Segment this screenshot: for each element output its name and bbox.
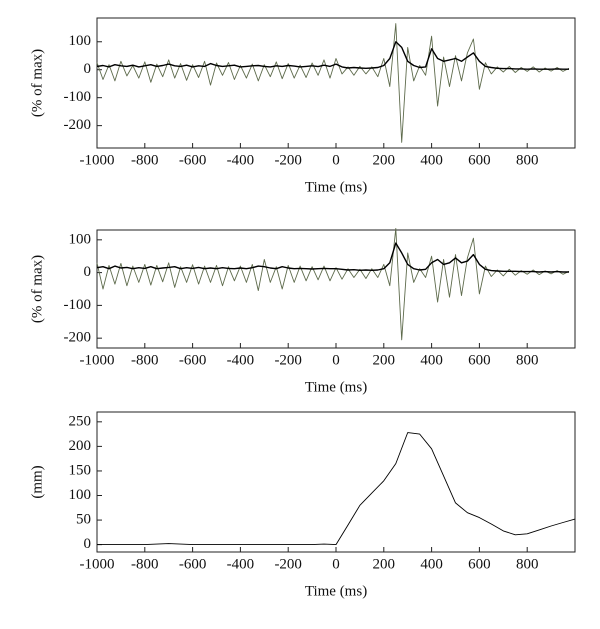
y-axis-label: (% of max): [29, 49, 45, 117]
y-tick-label: 250: [69, 413, 92, 429]
x-tick-label: -400: [227, 556, 255, 572]
x-tick-label: -400: [227, 152, 255, 168]
x-tick-label: 600: [468, 352, 491, 368]
y-tick-label: 150: [69, 462, 92, 478]
line-series: [96, 242, 569, 273]
x-tick-label: -600: [179, 352, 207, 368]
y-tick-label: -100: [64, 297, 92, 313]
x-tick-label: 800: [516, 556, 539, 572]
x-tick-label: 200: [373, 556, 396, 572]
x-axis-label: Time (ms): [305, 179, 367, 195]
x-tick-label: 200: [373, 352, 396, 368]
x-tick-label: -800: [131, 556, 159, 572]
plot-frame: [96, 17, 576, 149]
x-tick-label: -1000: [80, 556, 115, 572]
x-tick-label: -200: [274, 556, 302, 572]
y-tick-label: -200: [64, 117, 92, 133]
x-axis-label: Time (ms): [305, 379, 367, 395]
x-tick-label: 400: [420, 352, 443, 368]
x-tick-label: 400: [420, 556, 443, 572]
y-tick-label: 0: [84, 264, 92, 280]
y-tick-label: 0: [84, 536, 92, 552]
x-tick-label: -200: [274, 152, 302, 168]
y-axis-label: (mm): [29, 465, 45, 498]
x-axis-label: Time (ms): [305, 583, 367, 599]
x-tick-label: 200: [373, 152, 396, 168]
x-tick-label: 0: [332, 556, 340, 572]
x-tick-label: -400: [227, 352, 255, 368]
x-tick-label: 0: [332, 152, 340, 168]
plot-frame: [96, 229, 576, 349]
x-tick-label: 800: [516, 152, 539, 168]
x-tick-label: 0: [332, 352, 340, 368]
x-tick-label: 800: [516, 352, 539, 368]
y-tick-label: -200: [64, 330, 92, 346]
x-tick-label: 600: [468, 556, 491, 572]
x-tick-label: 400: [420, 152, 443, 168]
x-tick-label: -1000: [80, 152, 115, 168]
y-tick-label: 100: [69, 487, 92, 503]
y-tick-label: 0: [84, 61, 92, 77]
x-tick-label: -600: [179, 556, 207, 572]
line-series: [96, 41, 569, 70]
y-axis-label: (% of max): [29, 255, 45, 323]
y-tick-label: 200: [69, 438, 92, 454]
x-tick-label: -600: [179, 152, 207, 168]
x-tick-label: -800: [131, 352, 159, 368]
y-tick-label: 100: [69, 33, 92, 49]
x-tick-label: -800: [131, 152, 159, 168]
y-tick-label: 100: [69, 231, 92, 247]
line-series: [96, 23, 570, 143]
x-tick-label: 600: [468, 152, 491, 168]
x-tick-label: -1000: [80, 352, 115, 368]
y-tick-label: -100: [64, 89, 92, 105]
line-series: [96, 227, 570, 341]
y-tick-label: 50: [76, 512, 91, 528]
line-series: [97, 432, 576, 546]
x-tick-label: -200: [274, 352, 302, 368]
